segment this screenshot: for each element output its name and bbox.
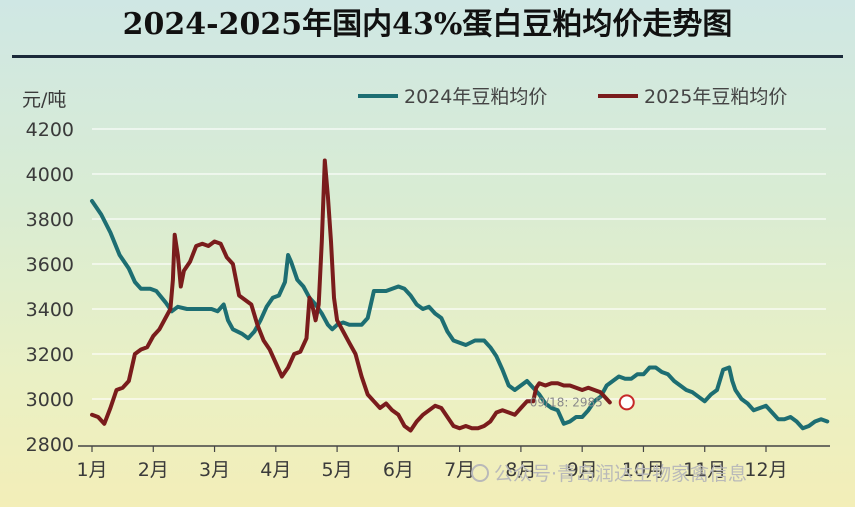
legend-label-1: 2024年豆粕均价 [404, 86, 547, 108]
x-tick-label: 4月 [260, 459, 291, 481]
chart-title: 2024-2025年国内43%蛋白豆粕均价走势图 [122, 7, 733, 42]
y-axis-label: 元/吨 [22, 89, 66, 111]
legend-layer: 2024年豆粕均价 2025年豆粕均价 [358, 86, 787, 108]
x-tick-label: 1月 [76, 459, 107, 481]
y-tick-label: 4000 [26, 164, 74, 186]
x-tick-label: 7月 [444, 459, 475, 481]
x-tick-label: 5月 [322, 459, 353, 481]
x-tick-label: 11月 [683, 459, 726, 481]
series-line-2 [90, 158, 612, 433]
annotation-label: 09/18: 2985 [530, 395, 603, 409]
x-tick-label: 10月 [622, 459, 665, 481]
axis-layer: 元/吨 2800 3000 3200 3400 3600 3800 4000 4200 1月 2月 3… [22, 89, 830, 481]
x-tick-label: 8月 [505, 459, 536, 481]
x-tick-label: 12月 [744, 459, 787, 481]
annotation-marker [618, 394, 635, 411]
watermark-logo [471, 464, 489, 482]
annotation-layer: 09/18: 2985 公众号·青岛润达生物家禽信息 [471, 394, 747, 485]
y-tick-label: 3600 [26, 254, 74, 276]
x-tick-label: 6月 [383, 459, 414, 481]
y-tick-label: 3800 [26, 209, 74, 231]
watermark-text: 公众号·青岛润达生物家禽信息 [494, 463, 747, 485]
x-tick-label: 2月 [138, 459, 169, 481]
y-tick-label: 3000 [26, 389, 74, 411]
series-layer [90, 158, 830, 433]
y-tick-label: 3200 [26, 344, 74, 366]
x-tick-label: 3月 [199, 459, 230, 481]
y-tick-label: 4200 [26, 119, 74, 141]
y-tick-label: 3400 [26, 299, 74, 321]
title-divider [12, 55, 843, 58]
x-tick-label: 9月 [567, 459, 598, 481]
y-tick-label: 2800 [26, 434, 74, 456]
series-line-1 [90, 199, 830, 431]
grid-layer [92, 128, 826, 400]
legend-label-2: 2025年豆粕均价 [644, 86, 787, 108]
